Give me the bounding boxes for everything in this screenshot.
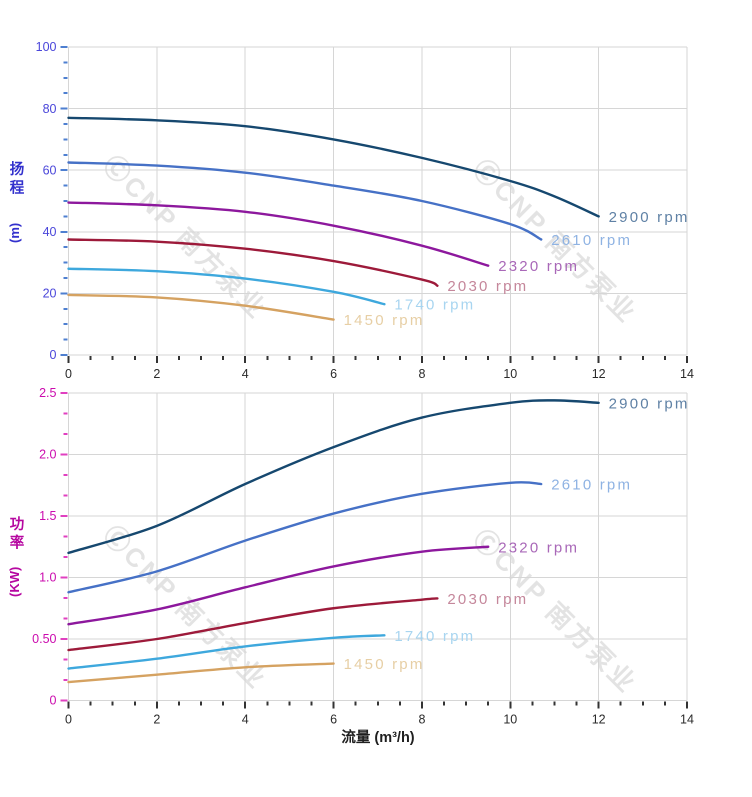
y-tick-label: 20 bbox=[43, 287, 57, 301]
head-curve-label-1740rpm: 1740 rpm bbox=[394, 297, 475, 314]
head-curve-2030rpm bbox=[67, 238, 439, 287]
head-y-ticks bbox=[60, 46, 68, 356]
power-curve-label-2900rpm: 2900 rpm bbox=[609, 395, 690, 412]
y-tick-label: 1.5 bbox=[39, 509, 56, 523]
x-tick-label: 10 bbox=[503, 713, 517, 727]
x-tick-label: 6 bbox=[330, 367, 337, 381]
y-tick-label: 2.0 bbox=[39, 448, 56, 462]
power-axis-title: 功率 bbox=[7, 516, 24, 553]
head-curve-label-2610rpm: 2610 rpm bbox=[551, 232, 632, 249]
power-chart: 0 0.50 1.0 1.5 2.0 2.5 0 2 4 6 8 10 12 14 2900 rpm 2610… bbox=[32, 386, 694, 726]
x-tick-label: 6 bbox=[330, 713, 337, 727]
power-curve-2320rpm bbox=[67, 545, 490, 626]
head-curve-1740rpm bbox=[67, 267, 386, 306]
power-curve-label-1740rpm: 1740 rpm bbox=[394, 628, 475, 645]
y-tick-label: 100 bbox=[36, 40, 57, 54]
head-grid bbox=[68, 46, 688, 356]
head-curve-label-2320rpm: 2320 rpm bbox=[498, 258, 579, 275]
head-curve-1450rpm bbox=[67, 293, 335, 321]
head-axis-unit: (m) bbox=[7, 222, 22, 243]
power-curve-label-2610rpm: 2610 rpm bbox=[551, 477, 632, 494]
x-tick-label: 12 bbox=[592, 367, 606, 381]
power-curve-label-2030rpm: 2030 rpm bbox=[447, 591, 528, 608]
x-tick-label: 4 bbox=[242, 367, 249, 381]
y-tick-label: 2.5 bbox=[39, 386, 56, 400]
y-tick-label: 40 bbox=[43, 225, 57, 239]
x-tick-label: 4 bbox=[242, 713, 249, 727]
x-tick-label: 14 bbox=[680, 367, 694, 381]
x-tick-label: 10 bbox=[503, 367, 517, 381]
y-tick-label: 0 bbox=[50, 348, 57, 362]
power-y-ticks bbox=[60, 392, 68, 702]
flow-axis-title: 流量 (m³/h) bbox=[341, 730, 415, 746]
power-axis-unit: (KW) bbox=[7, 566, 22, 597]
head-curve-label-2030rpm: 2030 rpm bbox=[447, 278, 528, 295]
x-tick-label: 12 bbox=[592, 713, 606, 727]
power-y-tick-labels: 0 0.50 1.0 1.5 2.0 2.5 bbox=[32, 386, 56, 708]
head-axis-title: 扬程 bbox=[7, 161, 24, 198]
power-curve-2030rpm bbox=[67, 597, 439, 652]
head-curve-2900rpm bbox=[67, 116, 600, 218]
power-curve-2900rpm bbox=[67, 399, 600, 555]
head-curve-2610rpm bbox=[67, 161, 543, 241]
power-curve-label-1450rpm: 1450 rpm bbox=[344, 656, 425, 673]
x-tick-label: 8 bbox=[418, 367, 425, 381]
head-x-ticks bbox=[67, 356, 688, 363]
power-curve-1450rpm bbox=[67, 662, 335, 684]
y-tick-label: 1.0 bbox=[39, 571, 56, 585]
y-tick-label: 0 bbox=[50, 694, 57, 708]
head-curve-label-1450rpm: 1450 rpm bbox=[344, 312, 425, 329]
power-curve-2610rpm bbox=[67, 481, 543, 594]
head-y-tick-labels: 0 20 40 60 80 100 bbox=[36, 40, 57, 362]
x-tick-label: 8 bbox=[418, 713, 425, 727]
power-curve-label-2320rpm: 2320 rpm bbox=[498, 539, 579, 556]
head-curve-2320rpm bbox=[67, 201, 490, 267]
x-tick-label: 2 bbox=[153, 713, 160, 727]
head-curve-label-2900rpm: 2900 rpm bbox=[609, 209, 690, 226]
power-x-tick-labels: 0 2 4 6 8 10 12 14 bbox=[65, 713, 694, 727]
x-tick-label: 14 bbox=[680, 713, 694, 727]
head-x-tick-labels: 0 2 4 6 8 10 12 14 bbox=[65, 367, 694, 381]
power-grid bbox=[68, 392, 688, 701]
head-chart: 0 20 40 60 80 100 0 2 4 6 8 10 12 14 2900 rpm 2610 rpm 2… bbox=[36, 40, 694, 381]
y-tick-label: 80 bbox=[43, 102, 57, 116]
x-tick-label: 2 bbox=[153, 367, 160, 381]
y-tick-label: 60 bbox=[43, 163, 57, 177]
power-curve-1740rpm bbox=[67, 634, 386, 670]
power-x-ticks bbox=[67, 701, 688, 709]
y-tick-label: 0.50 bbox=[32, 632, 56, 646]
x-tick-label: 0 bbox=[65, 713, 72, 727]
x-tick-label: 0 bbox=[65, 367, 72, 381]
